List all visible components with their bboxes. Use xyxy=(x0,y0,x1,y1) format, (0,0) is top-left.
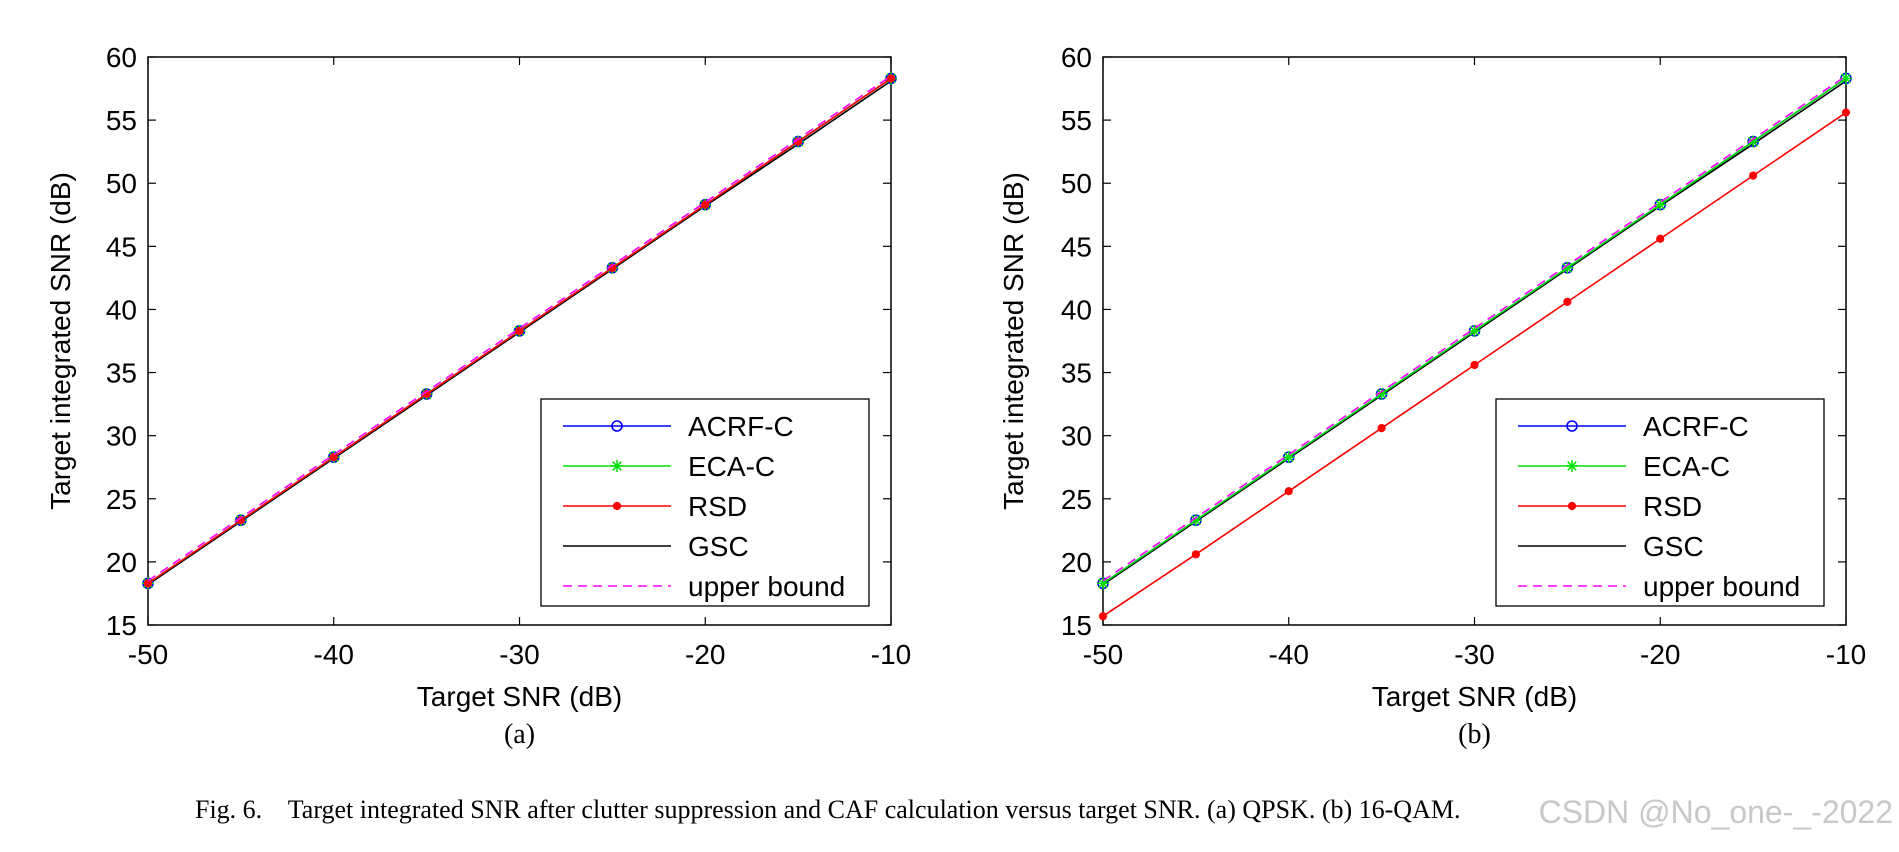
y-tick-label-b: 55 xyxy=(1061,105,1092,136)
y-tick-label-a: 20 xyxy=(106,547,137,578)
data-point-b-rsd xyxy=(1749,171,1758,180)
y-tick-label-b: 30 xyxy=(1061,421,1092,452)
legend-a: ACRF-C ECA-C RSD GSC upper bound xyxy=(540,398,870,607)
y-tick-label-b: 45 xyxy=(1061,231,1092,262)
data-point-b-eca-c xyxy=(1282,451,1295,464)
data-point-b-rsd xyxy=(1284,487,1293,496)
subfigure-label-a: (a) xyxy=(504,719,535,750)
data-point-b-rsd xyxy=(1841,108,1851,117)
legend-label-a: RSD xyxy=(688,491,747,522)
legend-b: ACRF-C ECA-C RSD GSC upper bound xyxy=(1495,398,1825,607)
y-tick-label-b: 35 xyxy=(1061,358,1092,389)
y-tick-label-b: 60 xyxy=(1061,42,1092,73)
x-axis-label-a: Target SNR (dB) xyxy=(417,681,622,712)
y-tick-label-b: 40 xyxy=(1061,294,1092,325)
legend-box-b xyxy=(1495,398,1825,607)
y-tick-label-b: 20 xyxy=(1061,547,1092,578)
legend-label-b: ECA-C xyxy=(1643,451,1730,482)
y-tick-label-b: 15 xyxy=(1061,610,1092,641)
data-point-b-rsd xyxy=(1470,360,1479,370)
y-tick-label-a: 55 xyxy=(106,105,137,136)
x-tick-label-b: -20 xyxy=(1640,639,1680,670)
chart-panel-b: -50 -40 -30 -20 -10 15 20 25 30 35 40 45 50 55 60 Targe… xyxy=(998,42,1866,750)
y-tick-label-a: 60 xyxy=(106,42,137,73)
y-tick-label-a: 25 xyxy=(106,484,137,515)
x-tick-label-b: -50 xyxy=(1083,639,1123,670)
y-tick-label-a: 30 xyxy=(106,421,137,452)
legend-label-b: GSC xyxy=(1643,531,1704,562)
data-point-b-eca-c xyxy=(1097,577,1109,590)
legend-label-a: ACRF-C xyxy=(688,411,794,442)
chart-panel-a: -50 -40 -30 -20 -10 15 20 25 30 35 40 45 50 55 60 Targe… xyxy=(45,42,911,750)
x-tick-label-a: -30 xyxy=(499,639,539,670)
data-point-a-rsd xyxy=(515,326,524,336)
data-point-b-eca-c xyxy=(1840,72,1852,85)
subfigure-label-b: (b) xyxy=(1458,719,1491,750)
y-tick-label-a: 40 xyxy=(106,294,137,325)
y-tick-label-a: 45 xyxy=(106,231,137,262)
legend-marker-b xyxy=(1567,501,1577,511)
legend-label-b: RSD xyxy=(1643,491,1702,522)
data-point-a-rsd xyxy=(701,200,710,209)
y-tick-label-b: 50 xyxy=(1061,168,1092,199)
y-tick-label-b: 25 xyxy=(1061,484,1092,515)
legend-marker-a xyxy=(611,460,623,472)
legend-marker-a xyxy=(611,420,623,432)
data-point-b-rsd xyxy=(1191,550,1200,559)
data-point-b-rsd xyxy=(1656,234,1665,243)
data-point-b-eca-c xyxy=(1654,198,1667,211)
figure-caption: Fig. 6. Target integrated SNR after clut… xyxy=(195,795,1460,824)
data-point-a-rsd xyxy=(329,453,338,462)
data-point-b-rsd xyxy=(1377,423,1386,433)
data-point-b-eca-c xyxy=(1189,514,1202,527)
legend-box-a xyxy=(540,398,870,607)
x-tick-label-b: -10 xyxy=(1826,639,1866,670)
x-tick-label-a: -40 xyxy=(314,639,354,670)
legend-marker-b xyxy=(1566,460,1578,472)
legend-marker-a xyxy=(612,501,622,511)
legend-label-b: ACRF-C xyxy=(1643,411,1749,442)
x-axis-label-b: Target SNR (dB) xyxy=(1372,681,1577,712)
x-tick-label-b: -40 xyxy=(1269,639,1309,670)
legend-label-b: upper bound xyxy=(1643,571,1800,602)
legend-marker-b xyxy=(1566,420,1578,432)
y-tick-label-a: 35 xyxy=(106,358,137,389)
x-tick-label-a: -10 xyxy=(871,639,911,670)
watermark: CSDN @No_one-_-2022 xyxy=(1539,794,1893,830)
y-axis-label-a: Target integrated SNR (dB) xyxy=(45,172,76,510)
legend-label-a: upper bound xyxy=(688,571,845,602)
y-tick-label-a: 50 xyxy=(106,168,137,199)
data-point-a-rsd xyxy=(143,579,153,588)
legend-label-a: GSC xyxy=(688,531,749,562)
data-point-a-rsd xyxy=(886,74,896,83)
x-tick-label-b: -30 xyxy=(1454,639,1494,670)
data-point-b-eca-c xyxy=(1468,324,1481,337)
x-tick-label-a: -50 xyxy=(128,639,168,670)
y-axis-label-b: Target integrated SNR (dB) xyxy=(998,172,1029,510)
data-point-b-rsd xyxy=(1098,612,1108,621)
data-point-b-rsd xyxy=(1563,297,1572,306)
legend-label-a: ECA-C xyxy=(688,451,775,482)
y-tick-label-a: 15 xyxy=(106,610,137,641)
x-tick-label-a: -20 xyxy=(685,639,725,670)
